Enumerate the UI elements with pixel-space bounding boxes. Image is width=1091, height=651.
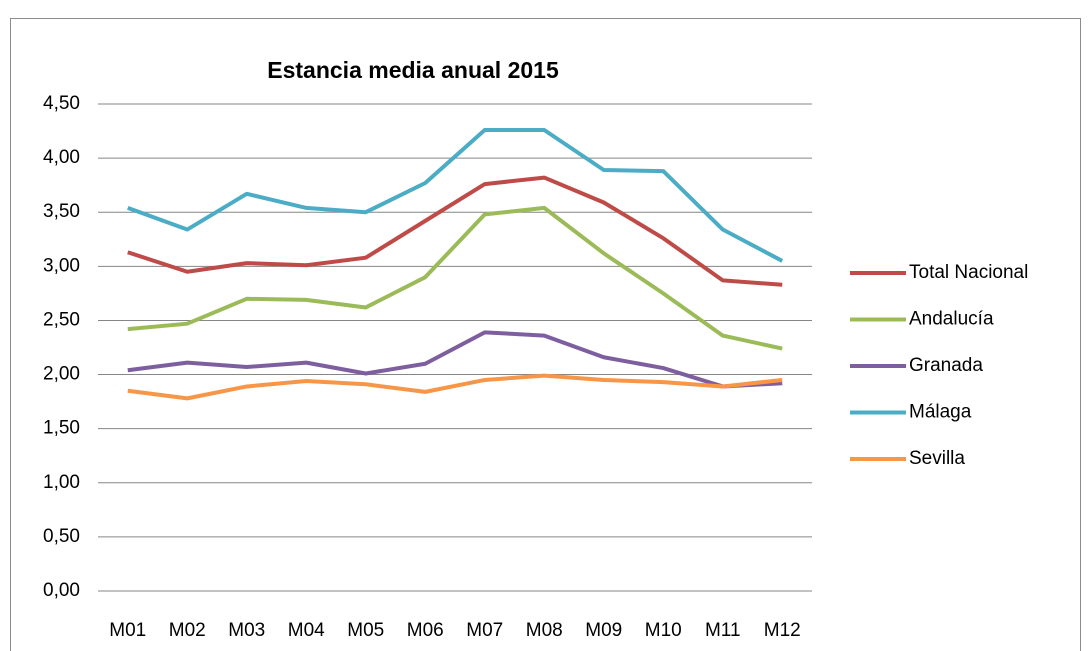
y-tick-label: 0,00 — [43, 580, 80, 601]
x-tick-label: M10 — [645, 620, 682, 641]
x-tick-label: M12 — [764, 620, 801, 641]
x-tick-label: M03 — [228, 620, 265, 641]
y-tick-label: 3,50 — [43, 201, 80, 222]
x-tick-label: M07 — [466, 620, 503, 641]
data-line — [127, 373, 783, 401]
x-tick-label: M04 — [288, 620, 325, 641]
data-line — [127, 127, 784, 263]
x-tick-label: M02 — [169, 620, 206, 641]
legend-label: Málaga — [909, 402, 972, 423]
x-tick-label: M05 — [347, 620, 384, 641]
y-tick-label: 0,50 — [43, 526, 80, 547]
legend-label: Andalucía — [909, 309, 994, 330]
y-tick-label: 2,00 — [43, 364, 80, 385]
y-tick-label: 4,00 — [43, 147, 80, 168]
x-tick-label: M06 — [407, 620, 444, 641]
chart-title: Estancia media anual 2015 — [267, 57, 559, 83]
legend-label: Granada — [909, 355, 983, 376]
legend-label: Sevilla — [909, 448, 965, 469]
y-tick-label: 3,00 — [43, 255, 80, 276]
legend-label: Total Nacional — [909, 262, 1028, 283]
y-tick-label: 1,50 — [43, 418, 80, 439]
x-tick-label: M11 — [705, 620, 741, 641]
x-tick-label: M08 — [526, 620, 563, 641]
data-line — [127, 175, 783, 287]
x-tick-label: M01 — [109, 620, 146, 641]
data-line — [127, 330, 783, 389]
y-tick-label: 2,50 — [43, 309, 80, 330]
y-tick-label: 4,50 — [43, 93, 80, 114]
data-line — [127, 205, 783, 351]
y-tick-label: 1,00 — [43, 472, 80, 493]
x-tick-label: M09 — [585, 620, 622, 641]
